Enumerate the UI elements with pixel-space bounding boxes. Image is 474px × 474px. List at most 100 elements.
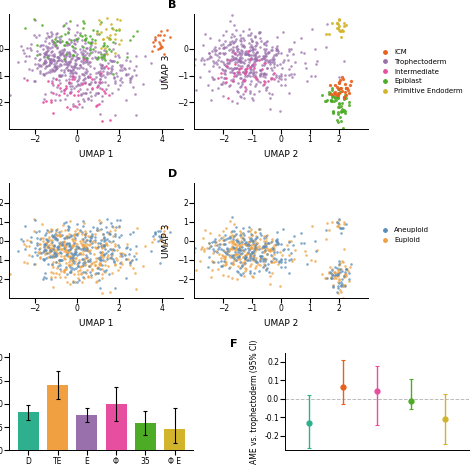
Point (68, 256, 76, 264)
Point (261, 78, 269, 86)
Point (99, 253, 107, 261)
Point (237, 240, 244, 247)
Point (257, 37, 264, 45)
Point (268, 55, 276, 63)
Point (88, 232, 96, 240)
Point (336, 84, 344, 92)
Point (71, 84, 78, 92)
Point (104, 215, 111, 223)
Point (120, 64, 128, 72)
Point (341, 89, 349, 96)
Point (86, 58, 93, 66)
Point (53, 237, 61, 244)
Point (82, 237, 90, 244)
Point (326, 89, 333, 96)
Point (253, 259, 261, 266)
Point (57, 72, 64, 80)
Point (229, 258, 237, 266)
Point (45, 52, 52, 60)
Point (35, 61, 42, 68)
Point (208, 266, 216, 274)
Point (268, 90, 275, 98)
Point (103, 68, 111, 75)
Point (248, 237, 256, 245)
Point (337, 295, 344, 303)
Point (260, 54, 268, 62)
Point (54, 57, 61, 64)
Point (221, 232, 229, 239)
Point (255, 87, 263, 94)
Point (126, 251, 133, 258)
Point (237, 71, 244, 78)
Point (213, 241, 220, 249)
Point (150, 38, 157, 46)
Point (346, 81, 354, 89)
Point (48, 65, 55, 73)
Point (331, 270, 338, 277)
Point (212, 247, 220, 255)
Point (281, 71, 289, 79)
Point (109, 74, 117, 82)
Point (246, 263, 254, 270)
Point (117, 64, 125, 71)
Point (101, 56, 109, 64)
Point (42, 50, 50, 58)
Point (66, 58, 73, 66)
Point (73, 103, 81, 111)
Point (108, 222, 116, 230)
Point (221, 258, 229, 266)
Point (340, 272, 348, 279)
Point (73, 225, 81, 232)
Point (237, 40, 245, 47)
Point (74, 97, 82, 105)
Point (74, 259, 82, 267)
Point (229, 46, 237, 54)
Point (207, 53, 215, 61)
Point (285, 256, 292, 264)
Point (297, 48, 305, 55)
Point (91, 54, 99, 61)
Point (207, 243, 215, 250)
Point (56, 36, 64, 43)
Point (329, 271, 337, 279)
Point (97, 63, 105, 70)
Point (88, 36, 96, 43)
Point (38, 21, 46, 29)
Point (63, 239, 71, 247)
Point (58, 46, 65, 54)
Point (238, 79, 246, 86)
Point (314, 58, 321, 65)
Point (40, 70, 48, 78)
Point (231, 37, 238, 45)
Point (46, 58, 54, 65)
Point (80, 46, 87, 54)
Point (133, 225, 141, 232)
Point (39, 255, 46, 263)
Point (335, 217, 342, 224)
Point (64, 226, 72, 233)
Point (201, 56, 208, 64)
Point (103, 235, 110, 243)
Point (108, 238, 115, 246)
Point (72, 73, 79, 81)
Point (78, 228, 86, 236)
Point (69, 82, 76, 90)
Point (233, 46, 241, 53)
Point (236, 55, 243, 63)
Point (249, 255, 257, 263)
Point (220, 248, 228, 255)
Point (73, 251, 81, 258)
Point (246, 73, 254, 80)
Point (53, 236, 61, 243)
Point (45, 55, 52, 62)
Point (245, 256, 252, 264)
Point (88, 239, 96, 247)
Point (95, 100, 102, 108)
Point (341, 94, 348, 101)
Point (55, 231, 63, 239)
Point (228, 11, 236, 19)
Point (228, 56, 236, 64)
Point (250, 246, 257, 254)
Point (66, 254, 73, 262)
Point (77, 91, 84, 99)
